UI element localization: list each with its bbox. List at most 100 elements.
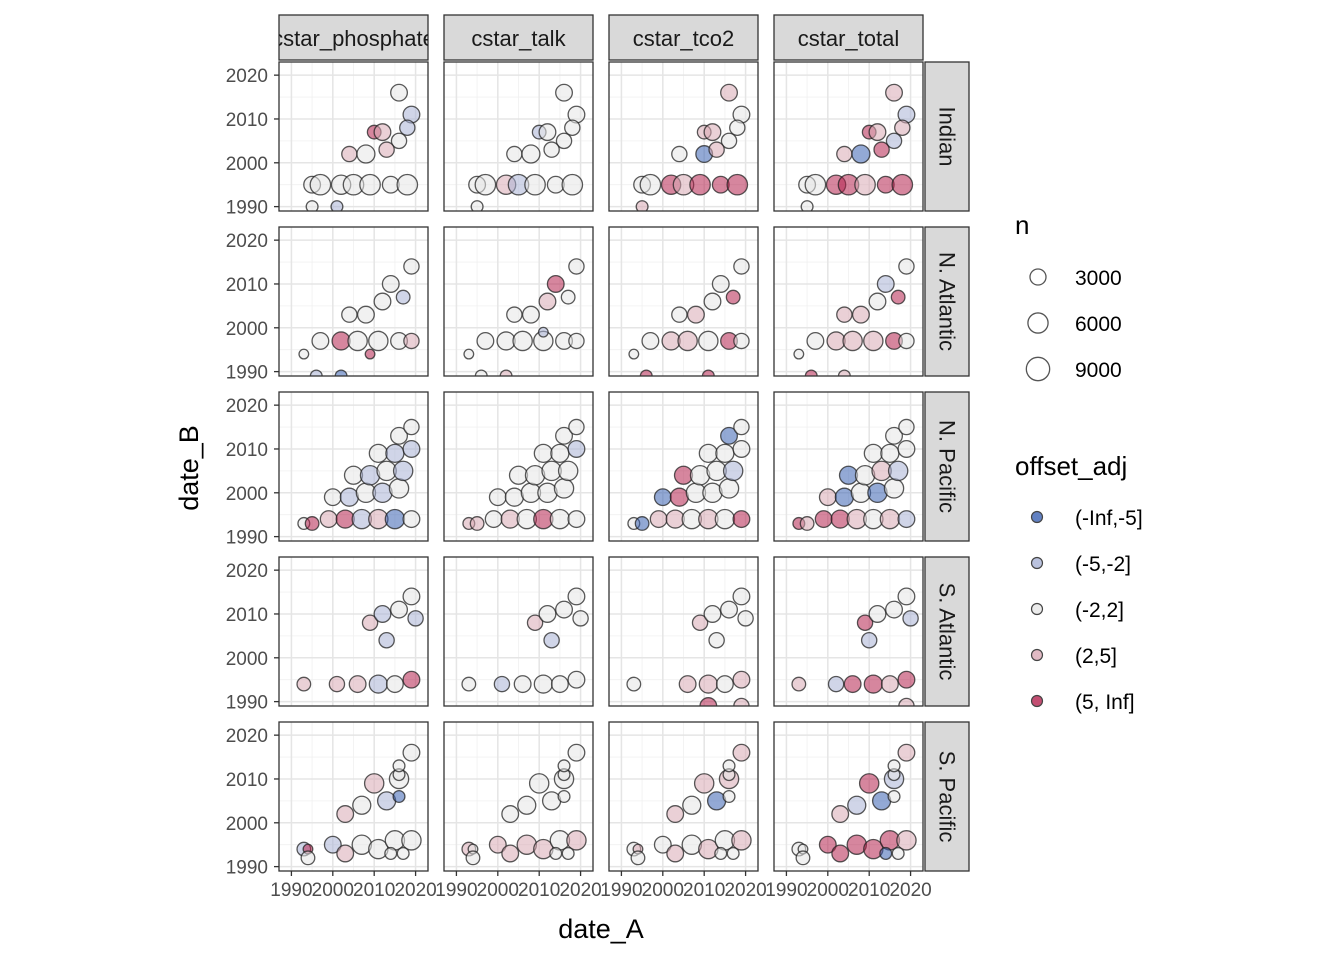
panel-cstar-tco2-indian	[608, 61, 759, 212]
y-axis-tick-label: 2010	[226, 110, 268, 131]
panel-border	[278, 721, 429, 872]
size-legend-symbol	[1025, 356, 1051, 382]
panel-points	[298, 258, 420, 376]
data-point	[722, 759, 736, 773]
column-strip-cstar-talk: cstar_talk	[443, 14, 594, 61]
data-point	[885, 426, 904, 445]
data-point	[649, 510, 668, 529]
size-legend-label: 6000	[1075, 313, 1122, 336]
data-point	[557, 789, 571, 804]
data-point	[847, 795, 867, 815]
data-point	[698, 674, 718, 694]
strip-background	[924, 61, 970, 212]
data-point	[385, 675, 404, 694]
data-point	[732, 439, 751, 458]
data-point	[506, 145, 523, 163]
data-point	[298, 348, 310, 360]
data-point	[403, 418, 420, 436]
panel-border	[278, 61, 429, 212]
data-point	[550, 443, 570, 463]
row-strip-s-atlantic: S. Atlantic	[924, 556, 970, 707]
data-point	[304, 516, 320, 531]
data-point	[733, 418, 750, 436]
data-point	[401, 830, 422, 851]
strip-background	[608, 14, 759, 61]
panel-border	[443, 226, 594, 377]
data-point	[718, 478, 740, 499]
panel-border	[773, 556, 924, 707]
data-point	[653, 488, 672, 507]
panel-border	[608, 721, 759, 872]
strip-background	[278, 14, 429, 61]
data-point	[390, 426, 409, 445]
data-point	[488, 835, 507, 854]
data-point	[863, 330, 884, 352]
data-point	[390, 600, 409, 619]
data-point	[708, 141, 725, 158]
data-point	[897, 670, 916, 689]
data-point	[546, 274, 565, 293]
panel-cstar-tco2-s-atlantic	[608, 556, 759, 707]
data-point	[543, 632, 560, 649]
x-axis-title: date_A	[558, 914, 644, 944]
x-axis-tick-label: 2020	[724, 880, 766, 901]
row-strip-label: S. Atlantic	[935, 583, 960, 681]
data-point	[890, 289, 906, 305]
column-strip-label: cstar_talk	[471, 26, 566, 51]
data-point	[689, 173, 711, 196]
data-point	[818, 835, 837, 854]
data-point	[474, 173, 497, 196]
panel-border	[608, 391, 759, 542]
data-point	[506, 306, 523, 323]
data-point	[395, 289, 411, 305]
data-point	[296, 676, 312, 692]
data-point	[885, 132, 903, 150]
data-point	[378, 141, 395, 158]
data-point	[887, 759, 901, 773]
column-strip-label: cstar_total	[798, 26, 900, 51]
x-axis-tick-label: 2000	[312, 880, 354, 901]
panel-cstar-phosphate-n-pacific	[278, 391, 429, 542]
data-point	[469, 516, 485, 531]
panel-border	[608, 226, 759, 377]
data-point	[336, 805, 355, 824]
data-point	[361, 614, 379, 631]
color-legend-keys: (-Inf,-5] (-5,-2] (-2,2] (2,5] (5, Inf]	[1030, 507, 1143, 714]
data-point	[843, 675, 862, 694]
panel-points	[463, 258, 585, 376]
data-point	[879, 508, 901, 530]
y-axis-tick-label: 1990	[226, 693, 268, 714]
data-point	[720, 83, 739, 102]
data-point	[722, 789, 736, 804]
panel-border	[278, 226, 429, 377]
data-point	[305, 200, 319, 211]
y-axis-tick-label: 2020	[226, 231, 268, 252]
strip-background	[924, 226, 970, 377]
data-point	[854, 173, 876, 196]
data-point	[368, 674, 388, 694]
data-point	[634, 516, 650, 531]
strip-background	[924, 721, 970, 872]
data-point	[628, 348, 640, 360]
data-point	[691, 614, 709, 631]
panel-points	[468, 83, 586, 211]
data-point	[887, 460, 909, 482]
data-point	[385, 443, 405, 463]
column-strip-cstar-total: cstar_total	[773, 14, 924, 61]
data-point	[714, 846, 728, 861]
data-point	[897, 510, 916, 529]
panel-cstar-total-s-atlantic	[773, 556, 924, 707]
data-point	[897, 743, 916, 762]
data-point	[879, 846, 893, 861]
data-point	[309, 173, 332, 196]
data-point	[876, 274, 895, 293]
x-axis-tick-label: 2000	[807, 880, 849, 901]
data-point	[330, 200, 344, 211]
data-point	[885, 600, 904, 619]
color-legend-title: offset_adj	[1015, 451, 1127, 481]
strip-background	[924, 391, 970, 542]
y-axis-tick-label: 2000	[226, 319, 268, 340]
data-point	[378, 632, 395, 649]
data-point	[538, 292, 557, 311]
